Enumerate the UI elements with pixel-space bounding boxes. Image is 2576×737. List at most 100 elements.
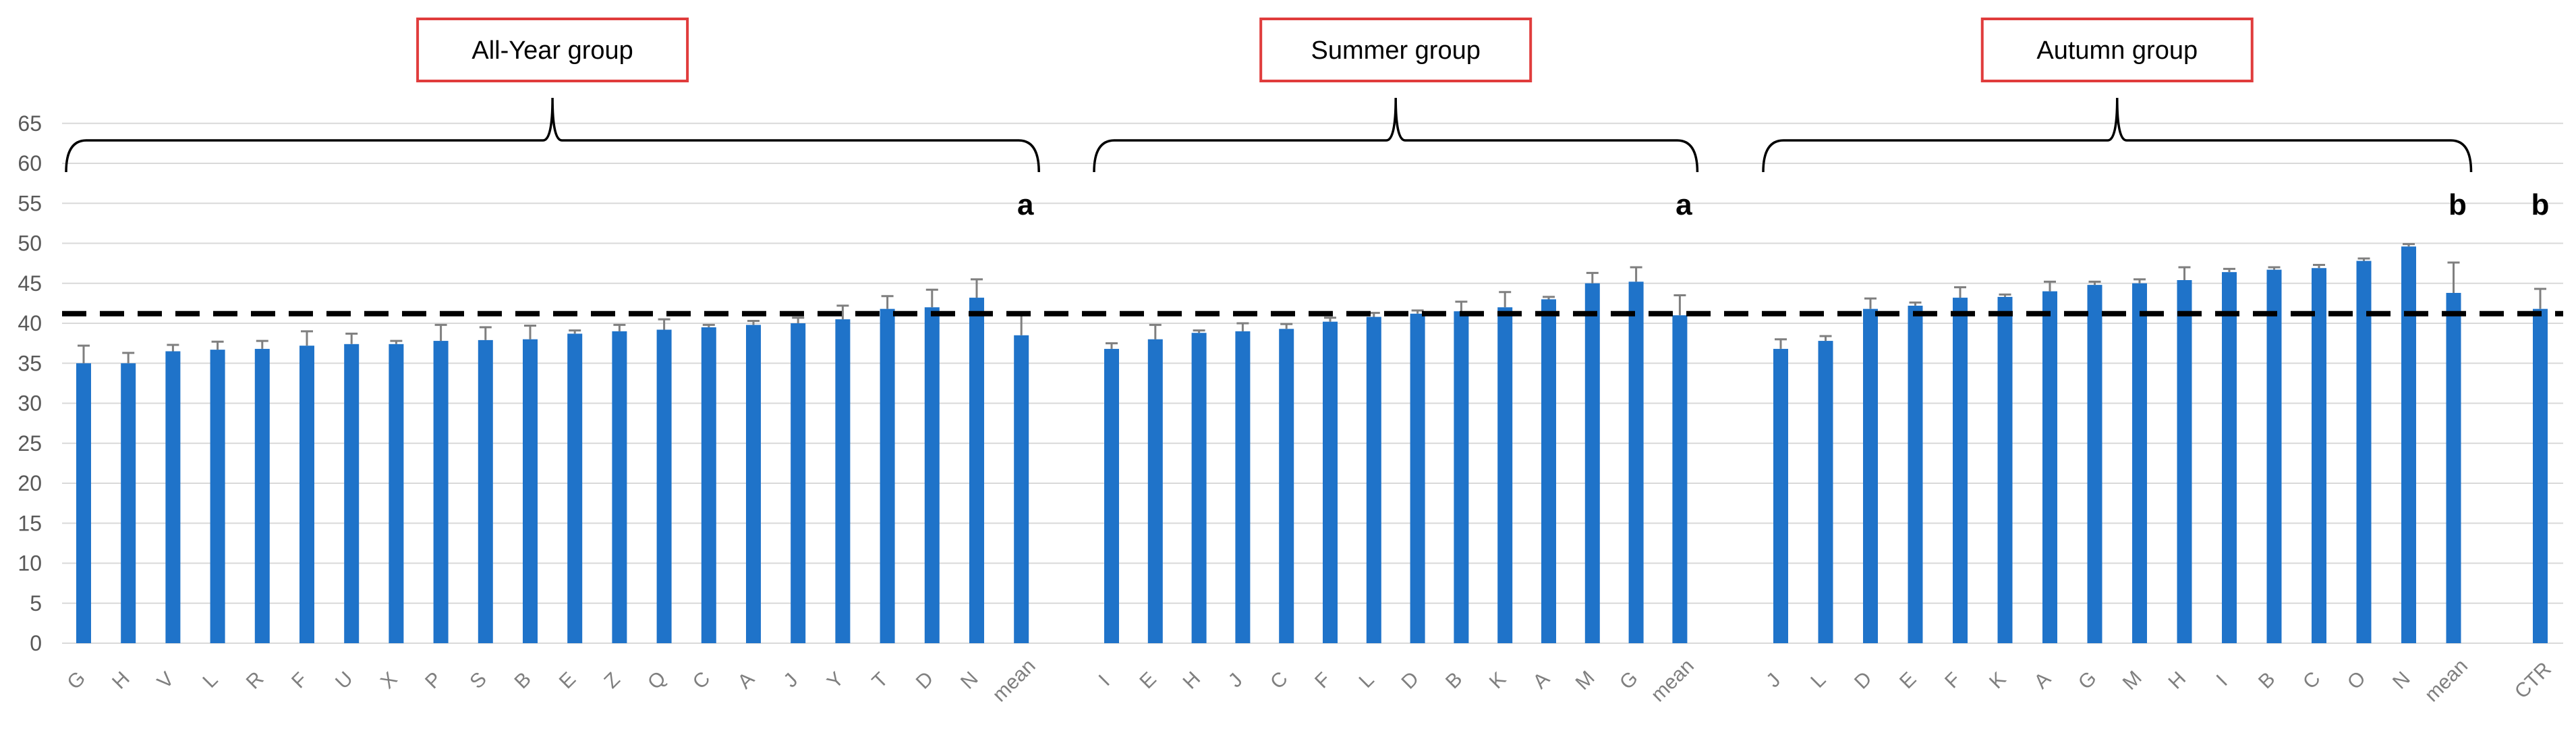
error-bar-I bbox=[2223, 267, 2235, 273]
x-tick-label: G bbox=[2074, 667, 2101, 694]
group-label-box bbox=[1980, 18, 2254, 82]
y-tick-label: 60 bbox=[18, 151, 42, 175]
x-tick-label: C bbox=[2299, 667, 2325, 694]
error-bar-R bbox=[256, 339, 268, 349]
significance-letter: b bbox=[2449, 188, 2467, 221]
error-bar-A bbox=[747, 319, 760, 325]
bar-M bbox=[1584, 283, 1600, 643]
error-bar-K bbox=[1499, 291, 1512, 308]
error-bar-L bbox=[211, 340, 224, 350]
y-tick-label: 40 bbox=[18, 311, 42, 335]
error-bar-D bbox=[1864, 297, 1877, 309]
bar-J bbox=[1235, 331, 1251, 643]
bar-Q bbox=[656, 329, 672, 643]
bar-F bbox=[1953, 298, 1968, 643]
bar-G bbox=[2087, 285, 2102, 643]
y-tick-label: 10 bbox=[18, 551, 42, 576]
x-tick-label: B bbox=[2254, 668, 2279, 693]
x-tick-label: N bbox=[956, 667, 983, 694]
y-tick-label: 50 bbox=[18, 231, 42, 256]
error-bar-Q bbox=[658, 318, 670, 330]
significance-letter: b bbox=[2531, 188, 2550, 221]
y-tick-label: 5 bbox=[30, 591, 42, 616]
x-tick-label: CTR bbox=[2511, 658, 2556, 703]
x-tick-label: mean bbox=[2421, 655, 2472, 706]
x-tick-label: E bbox=[1135, 668, 1160, 693]
error-bar-P bbox=[434, 323, 447, 342]
bar-J bbox=[791, 323, 806, 643]
bar-mean bbox=[2446, 292, 2461, 644]
bar-X bbox=[389, 344, 404, 643]
x-tick-label: I bbox=[2212, 671, 2232, 690]
x-tick-label: I bbox=[1095, 671, 1114, 690]
x-tick-label: mean bbox=[988, 655, 1039, 706]
x-tick-label: E bbox=[1895, 668, 1920, 693]
error-bar-A bbox=[2044, 280, 2056, 292]
bar-L bbox=[1818, 341, 1833, 643]
error-bar-H bbox=[122, 352, 135, 364]
bar-A bbox=[746, 325, 761, 643]
brace-group-1 bbox=[1093, 97, 1699, 173]
error-bar-mean bbox=[2447, 261, 2460, 293]
x-tick-label: L bbox=[1806, 669, 1830, 692]
x-tick-label: D bbox=[1398, 667, 1424, 694]
group-label: Autumn group bbox=[2036, 36, 2198, 65]
y-axis-ticks: 0 5 10 15 20 25 30 35 40 45 50 55 60 65 bbox=[18, 111, 42, 655]
error-bar-T bbox=[881, 295, 894, 309]
error-bar-mean bbox=[1673, 294, 1686, 316]
x-tick-label: Q bbox=[643, 667, 670, 694]
error-bar-M bbox=[2134, 278, 2146, 283]
error-bar-B bbox=[1455, 300, 1468, 312]
significance-letter: a bbox=[1017, 188, 1034, 221]
bar-D bbox=[924, 307, 940, 643]
error-bar-J bbox=[1775, 338, 1787, 349]
group-label-box bbox=[416, 18, 689, 82]
bar-S bbox=[478, 339, 493, 643]
x-tick-label: B bbox=[1441, 668, 1466, 693]
error-bar-F bbox=[1954, 286, 1966, 298]
bar-B bbox=[1454, 311, 1469, 643]
y-tick-label: 25 bbox=[18, 431, 42, 456]
bar-E bbox=[1908, 305, 1923, 643]
x-tick-label: U bbox=[331, 667, 357, 694]
bar-E bbox=[1147, 339, 1163, 643]
bar-G bbox=[1628, 281, 1644, 643]
error-bar-B bbox=[2268, 266, 2281, 270]
y-tick-label: 45 bbox=[18, 271, 42, 296]
x-tick-label: D bbox=[912, 667, 938, 694]
error-bar-H bbox=[2178, 266, 2191, 281]
x-tick-label: J bbox=[1762, 669, 1785, 692]
error-bar-C bbox=[1280, 323, 1293, 329]
x-tick-label: L bbox=[198, 669, 222, 692]
bar-mean bbox=[1672, 315, 1688, 643]
error-bar-N bbox=[971, 278, 983, 298]
error-bar-V bbox=[167, 344, 179, 352]
x-tick-label: M bbox=[1572, 667, 1599, 694]
group-label: Summer group bbox=[1311, 36, 1481, 65]
error-bar-M bbox=[1586, 271, 1599, 283]
y-tick-label: 65 bbox=[18, 111, 42, 136]
error-bar-Y bbox=[836, 304, 849, 320]
error-bar-G bbox=[2088, 280, 2101, 285]
group-label-box bbox=[1259, 18, 1533, 82]
x-tick-label: J bbox=[1224, 669, 1247, 692]
y-tick-label: 35 bbox=[18, 351, 42, 375]
bar-M bbox=[2132, 283, 2147, 643]
y-tick-label: 20 bbox=[18, 471, 42, 495]
x-tick-label: K bbox=[1485, 668, 1510, 693]
error-bar-A bbox=[1543, 296, 1555, 300]
error-bar-G bbox=[1630, 266, 1642, 282]
bar-G bbox=[76, 363, 91, 643]
error-bar-B bbox=[524, 325, 536, 339]
error-bar-O bbox=[2357, 257, 2370, 261]
bar-R bbox=[254, 348, 270, 643]
bar-A bbox=[1541, 299, 1556, 643]
error-bar-I bbox=[1106, 342, 1118, 349]
bar-F bbox=[1323, 321, 1338, 643]
bar-B bbox=[523, 339, 538, 643]
bar-K bbox=[1497, 307, 1513, 643]
error-bar-U bbox=[345, 332, 358, 344]
